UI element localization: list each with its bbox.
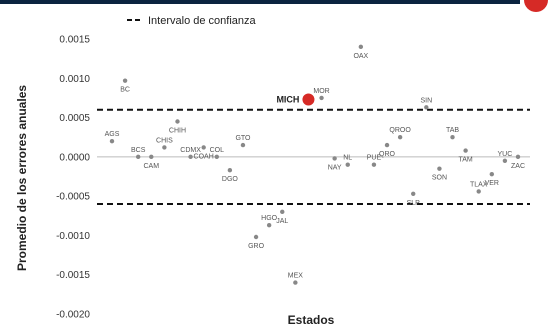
legend: Intervalo de confianza bbox=[127, 15, 257, 27]
point-label: GTO bbox=[235, 135, 251, 142]
data-point bbox=[411, 191, 416, 196]
point-label: PUE bbox=[367, 155, 382, 162]
point-label: SIN bbox=[420, 97, 432, 104]
point-label: NL bbox=[343, 155, 352, 162]
point-label: QRO bbox=[379, 151, 396, 158]
point-label: TLAX bbox=[470, 181, 488, 188]
point-label: CHIH bbox=[169, 128, 186, 135]
data-point-highlight bbox=[302, 93, 315, 106]
data-points bbox=[109, 44, 521, 285]
data-point bbox=[371, 162, 377, 167]
point-label: BC bbox=[120, 87, 130, 94]
data-point bbox=[293, 280, 298, 285]
point-label: AGS bbox=[105, 131, 120, 138]
data-point bbox=[227, 168, 233, 173]
data-point bbox=[515, 154, 521, 160]
data-point bbox=[214, 154, 219, 160]
y-tick-label: 0.0010 bbox=[59, 74, 90, 85]
data-point bbox=[240, 142, 246, 148]
data-point bbox=[384, 142, 390, 148]
reference-lines bbox=[97, 108, 530, 205]
data-point bbox=[149, 154, 154, 160]
data-point bbox=[188, 154, 193, 160]
data-point bbox=[489, 171, 495, 177]
data-point bbox=[201, 145, 206, 150]
data-point bbox=[175, 119, 180, 124]
point-label: QROO bbox=[389, 127, 411, 134]
point-label: CDMX bbox=[180, 147, 201, 154]
point-label: DGO bbox=[222, 176, 239, 183]
data-point bbox=[332, 156, 337, 161]
x-axis-title: Estados bbox=[288, 313, 335, 326]
point-label: ZAC bbox=[511, 163, 525, 170]
data-point bbox=[319, 95, 324, 101]
data-point bbox=[122, 78, 128, 83]
data-point bbox=[266, 223, 272, 228]
data-point bbox=[162, 145, 167, 150]
point-label: MEX bbox=[288, 273, 304, 280]
point-label: TAM bbox=[458, 157, 472, 164]
y-tick-label: 0.0015 bbox=[59, 35, 90, 46]
point-label: HGO bbox=[261, 215, 278, 222]
point-label: OAX bbox=[353, 53, 368, 60]
point-label: COL bbox=[210, 147, 225, 154]
y-tick-label: -0.0010 bbox=[56, 231, 90, 242]
y-tick-label: -0.0015 bbox=[56, 270, 90, 281]
data-point bbox=[424, 105, 429, 110]
data-point bbox=[476, 189, 481, 194]
data-point bbox=[280, 209, 285, 215]
point-label: GRO bbox=[248, 243, 265, 250]
point-label: MOR bbox=[313, 88, 329, 95]
point-label: CAM bbox=[144, 163, 160, 170]
data-point bbox=[397, 135, 403, 140]
data-point bbox=[437, 166, 442, 171]
point-label: CHIS bbox=[156, 137, 173, 144]
data-point bbox=[135, 154, 141, 160]
y-axis-title: Promedio de los errores anuales bbox=[15, 85, 29, 271]
y-tick-label: 0.0000 bbox=[59, 152, 90, 163]
point-label: NAY bbox=[328, 164, 342, 171]
point-label: BCS bbox=[131, 147, 146, 154]
point-label-highlight: MICH bbox=[276, 95, 299, 105]
data-point bbox=[345, 162, 350, 167]
y-axis-ticks: 0.0015 0.0010 0.0005 0.0000 -0.0005 -0.0010 -0… bbox=[56, 35, 90, 321]
data-point bbox=[450, 135, 455, 140]
point-label: TAB bbox=[446, 127, 459, 134]
point-label: COAH bbox=[194, 153, 214, 160]
data-point bbox=[502, 158, 508, 163]
point-label: SLP bbox=[407, 200, 421, 207]
point-label: VER bbox=[485, 180, 499, 187]
point-label: YUC bbox=[498, 151, 513, 158]
data-point bbox=[358, 44, 364, 50]
y-tick-label: -0.0005 bbox=[56, 192, 90, 203]
legend-label: Intervalo de confianza bbox=[148, 15, 257, 27]
point-label: SON bbox=[432, 175, 447, 182]
y-tick-label: -0.0020 bbox=[56, 310, 90, 321]
badge-icon bbox=[524, 0, 548, 12]
y-tick-label: 0.0005 bbox=[59, 113, 90, 124]
point-label: JAL bbox=[276, 218, 288, 225]
data-point bbox=[109, 138, 115, 144]
data-point bbox=[253, 234, 259, 240]
header-bar bbox=[0, 0, 520, 4]
data-point bbox=[463, 148, 468, 153]
